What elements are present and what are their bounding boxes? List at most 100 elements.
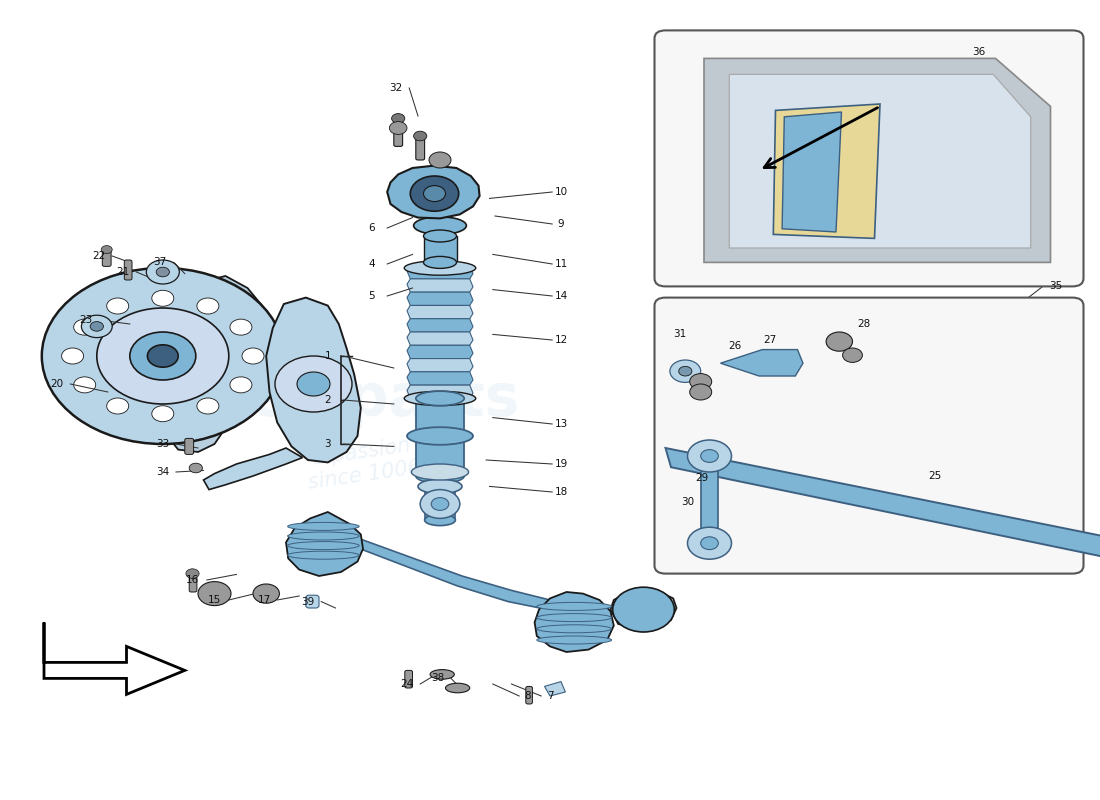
Circle shape (130, 332, 196, 380)
Text: 39: 39 (301, 597, 315, 606)
Polygon shape (535, 592, 614, 652)
Text: 22: 22 (92, 251, 106, 261)
Polygon shape (610, 590, 676, 628)
Ellipse shape (424, 230, 456, 242)
Circle shape (688, 527, 732, 559)
Circle shape (230, 319, 252, 335)
Circle shape (414, 131, 427, 141)
Text: 34: 34 (156, 467, 169, 477)
Ellipse shape (287, 551, 359, 559)
Circle shape (297, 372, 330, 396)
Polygon shape (407, 318, 473, 332)
FancyBboxPatch shape (654, 298, 1084, 574)
Text: 10: 10 (554, 187, 568, 197)
Circle shape (410, 176, 459, 211)
Text: 36: 36 (972, 47, 986, 57)
Circle shape (62, 348, 84, 364)
Polygon shape (407, 279, 473, 292)
Text: 31: 31 (673, 330, 686, 339)
Ellipse shape (430, 670, 454, 679)
Circle shape (242, 348, 264, 364)
Ellipse shape (407, 427, 473, 445)
Text: 23: 23 (79, 315, 92, 325)
Text: 11: 11 (554, 259, 568, 269)
Circle shape (690, 374, 712, 390)
Text: 27: 27 (763, 335, 777, 345)
Polygon shape (407, 332, 473, 346)
Polygon shape (544, 682, 565, 696)
FancyBboxPatch shape (405, 670, 412, 688)
Polygon shape (387, 166, 480, 218)
Circle shape (230, 377, 252, 393)
Polygon shape (407, 385, 473, 398)
Text: 18: 18 (554, 487, 568, 497)
Text: 21: 21 (117, 267, 130, 277)
Text: 32: 32 (389, 83, 403, 93)
Circle shape (679, 366, 692, 376)
Circle shape (152, 290, 174, 306)
Text: 13: 13 (554, 419, 568, 429)
Ellipse shape (537, 602, 612, 610)
Ellipse shape (414, 217, 466, 234)
Polygon shape (720, 350, 803, 376)
Circle shape (431, 498, 449, 510)
Circle shape (152, 406, 174, 422)
FancyBboxPatch shape (102, 250, 111, 266)
FancyBboxPatch shape (416, 136, 425, 160)
Circle shape (688, 440, 732, 472)
Polygon shape (44, 622, 185, 694)
Text: 14: 14 (554, 291, 568, 301)
Text: 37: 37 (153, 258, 166, 267)
Text: 15: 15 (208, 595, 221, 605)
Polygon shape (407, 266, 473, 279)
Polygon shape (286, 512, 363, 576)
FancyBboxPatch shape (654, 30, 1084, 286)
Ellipse shape (446, 683, 470, 693)
FancyBboxPatch shape (394, 118, 403, 146)
Polygon shape (407, 306, 473, 318)
Ellipse shape (537, 636, 612, 644)
Ellipse shape (537, 614, 612, 622)
Circle shape (74, 377, 96, 393)
Circle shape (701, 537, 718, 550)
Polygon shape (773, 104, 880, 238)
Text: 12: 12 (554, 335, 568, 345)
Circle shape (107, 298, 129, 314)
Text: 33: 33 (156, 439, 169, 449)
Text: 26: 26 (728, 341, 741, 350)
Circle shape (389, 122, 407, 134)
Text: 24: 24 (400, 679, 414, 689)
Circle shape (147, 345, 178, 367)
Circle shape (690, 384, 712, 400)
Ellipse shape (418, 479, 462, 494)
Circle shape (429, 152, 451, 168)
Text: 38: 38 (431, 674, 444, 683)
Text: 30: 30 (681, 498, 694, 507)
Polygon shape (266, 298, 361, 462)
Polygon shape (348, 526, 550, 610)
Circle shape (275, 356, 352, 412)
Text: 28: 28 (857, 319, 870, 329)
Circle shape (198, 582, 231, 606)
Text: 3: 3 (324, 439, 331, 449)
Ellipse shape (287, 522, 359, 530)
Text: 6: 6 (368, 223, 375, 233)
Polygon shape (416, 398, 464, 476)
Polygon shape (407, 358, 473, 372)
Ellipse shape (405, 261, 475, 275)
Circle shape (613, 587, 674, 632)
Text: 29: 29 (695, 474, 708, 483)
Circle shape (424, 186, 446, 202)
Circle shape (101, 246, 112, 254)
Ellipse shape (416, 469, 464, 483)
Circle shape (156, 267, 169, 277)
Circle shape (670, 360, 701, 382)
FancyBboxPatch shape (526, 686, 532, 704)
Text: 25: 25 (928, 471, 942, 481)
Text: 2: 2 (324, 395, 331, 405)
Text: 8: 8 (525, 691, 531, 701)
Polygon shape (163, 276, 266, 452)
Circle shape (253, 584, 279, 603)
Polygon shape (666, 448, 1100, 564)
FancyBboxPatch shape (306, 595, 319, 608)
